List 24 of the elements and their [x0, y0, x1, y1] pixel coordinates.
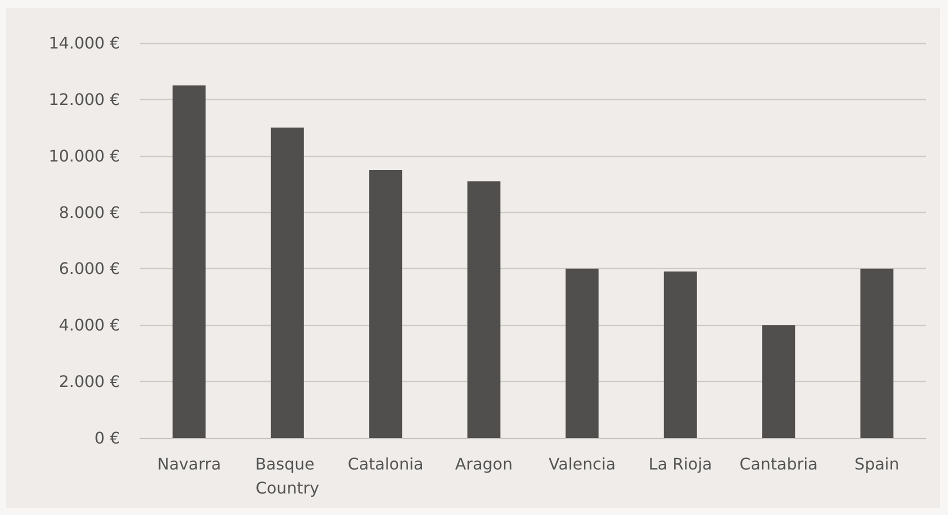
- x-tick-label: Spain: [854, 454, 900, 474]
- x-tick-label: Valencia: [548, 454, 616, 474]
- bar: [566, 268, 599, 438]
- x-tick-label: La Rioja: [648, 454, 712, 474]
- bar: [664, 272, 697, 438]
- x-tick-label: Aragon: [455, 454, 513, 474]
- bar: [172, 85, 206, 438]
- y-tick-label: 10.000 €: [48, 146, 120, 166]
- y-tick-label: 4.000 €: [58, 316, 120, 335]
- y-tick-label: 14.000 €: [48, 34, 120, 52]
- x-tick-label: Cantabria: [740, 454, 818, 474]
- y-tick-label: 2.000 €: [58, 372, 120, 392]
- bar: [369, 170, 402, 438]
- x-tick-label: Basque Country: [255, 454, 320, 498]
- x-tick-label: Navarra: [157, 454, 221, 474]
- x-tick-label: Catalonia: [348, 454, 424, 474]
- y-tick-label: 6.000 €: [58, 259, 120, 278]
- bar: [860, 268, 894, 438]
- bar: [762, 325, 796, 438]
- bar: [467, 181, 500, 438]
- y-tick-label: 0 €: [94, 428, 120, 448]
- y-tick-label: 12.000 €: [48, 90, 120, 109]
- bar: [270, 128, 304, 438]
- y-tick-label: 8.000 €: [58, 202, 120, 222]
